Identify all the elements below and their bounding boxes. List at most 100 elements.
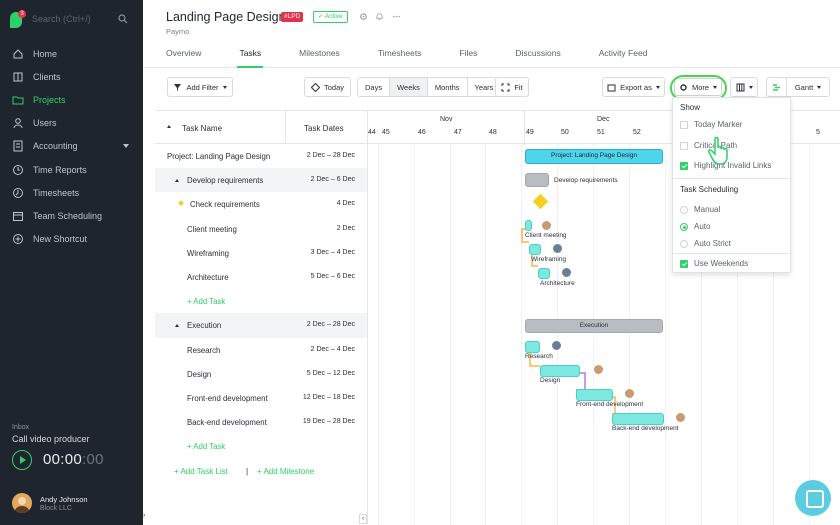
gantt-bar-backend[interactable]: [612, 413, 664, 425]
chat-widget-button[interactable]: [795, 480, 831, 516]
tab-tasks[interactable]: Tasks: [237, 48, 263, 68]
table-row[interactable]: Wireframing 3 Dec – 4 Dec: [155, 241, 367, 265]
gantt-bar-wireframing[interactable]: [529, 244, 541, 255]
gantt-bar-develop[interactable]: [525, 173, 549, 187]
add-filter-button[interactable]: Add Filter: [167, 77, 233, 97]
menu-option-manual[interactable]: Manual: [694, 205, 721, 214]
tab-discussions[interactable]: Discussions: [515, 48, 561, 58]
gantt-bar-research[interactable]: [525, 341, 540, 353]
filter-icon: [174, 83, 182, 91]
table-row[interactable]: Architecture 5 Dec – 6 Dec: [155, 265, 367, 289]
collapse-all-icon[interactable]: [167, 125, 171, 128]
gantt-bar-project[interactable]: Project: Landing Page Design: [525, 149, 663, 164]
sidebar-item-timesheets[interactable]: Timesheets: [0, 181, 143, 204]
column-header-name[interactable]: Task Name: [182, 124, 223, 133]
scale-weeks[interactable]: Weeks: [390, 78, 428, 96]
add-task-row[interactable]: + Add Task: [155, 289, 367, 313]
table-row-tasklist[interactable]: Develop requirements 2 Dec – 6 Dec: [155, 168, 367, 193]
table-gantt-divider[interactable]: [367, 110, 368, 525]
sidebar-item-clients[interactable]: Clients: [0, 65, 143, 88]
sidebar-item-users[interactable]: Users: [0, 112, 143, 135]
table-row[interactable]: Research 2 Dec – 4 Dec: [155, 338, 367, 362]
scale-months[interactable]: Months: [427, 78, 468, 96]
use-weekends-checkbox[interactable]: [680, 260, 688, 268]
add-milestone-link[interactable]: + Add Milestone: [257, 467, 315, 476]
chevron-down-icon[interactable]: [123, 143, 129, 148]
view-selector[interactable]: Gantt: [786, 77, 830, 97]
menu-option-auto[interactable]: Auto: [694, 222, 711, 231]
export-button[interactable]: Export as: [602, 77, 665, 97]
table-row[interactable]: Back-end development 19 Dec – 28 Dec: [155, 410, 367, 434]
tab-files[interactable]: Files: [459, 48, 478, 58]
collapse-icon[interactable]: [175, 324, 179, 328]
table-row[interactable]: Client meeting 2 Dec: [155, 217, 367, 241]
menu-option-today-marker[interactable]: Today Marker: [694, 120, 743, 129]
sidebar-item-team-scheduling[interactable]: Team Scheduling: [0, 204, 143, 227]
search-icon[interactable]: [118, 14, 128, 24]
auto-radio[interactable]: [680, 223, 688, 231]
table-row-project[interactable]: Project: Landing Page Design 2 Dec – 28 …: [155, 144, 367, 168]
table-row-tasklist[interactable]: Execution 2 Dec – 28 Dec: [155, 313, 367, 338]
chevron-down-icon: [655, 85, 660, 89]
tab-activity-feed[interactable]: Activity Feed: [598, 48, 648, 58]
table-row[interactable]: Design 5 Dec – 12 Dec: [155, 362, 367, 386]
sidebar-item-new-shortcut[interactable]: New Shortcut: [0, 228, 143, 251]
gantt-bar-execution[interactable]: Execution: [525, 319, 663, 333]
gantt-bar-client-meeting[interactable]: [525, 220, 532, 231]
today-button[interactable]: Today: [304, 77, 351, 97]
highlight-invalid-links-checkbox[interactable]: [680, 162, 688, 170]
month-label: Dec: [597, 116, 610, 123]
menu-divider: [673, 253, 790, 254]
menu-option-auto-strict[interactable]: Auto Strict: [694, 239, 731, 248]
menu-option-use-weekends[interactable]: Use Weekends: [694, 259, 749, 268]
paymo-logo[interactable]: 3: [10, 10, 26, 28]
sidebar-item-projects[interactable]: Projects: [0, 88, 143, 111]
gantt-bar-frontend[interactable]: [576, 389, 613, 401]
status-badge[interactable]: ✓ Active: [313, 11, 348, 23]
collapse-icon[interactable]: [175, 179, 179, 183]
gear-icon[interactable]: [359, 12, 368, 21]
gantt-bar-architecture[interactable]: [538, 268, 550, 279]
menu-option-highlight-invalid-links[interactable]: Highlight Invalid Links: [694, 161, 772, 170]
add-task-link[interactable]: + Add Task: [187, 297, 226, 307]
sidebar-item-label: Clients: [33, 71, 61, 82]
assignee-avatar: [561, 267, 572, 278]
user-name: Andy Johnson: [40, 495, 88, 504]
scale-years[interactable]: Years: [467, 78, 501, 96]
table-row[interactable]: Front-end development 12 Dec – 18 Dec: [155, 386, 367, 410]
sidebar-item-time-reports[interactable]: Time Reports: [0, 158, 143, 181]
client-name[interactable]: Paymo: [166, 27, 190, 36]
add-task-row[interactable]: + Add Task: [155, 434, 367, 458]
scale-days[interactable]: Days: [358, 78, 391, 96]
columns-button[interactable]: [730, 77, 758, 97]
today-marker-checkbox[interactable]: [680, 121, 688, 129]
add-task-list-link[interactable]: + Add Task List: [174, 467, 228, 476]
sidebar-item-accounting[interactable]: Accounting: [0, 135, 143, 158]
chevron-down-icon: [748, 85, 753, 89]
task-dates: 4 Dec: [336, 200, 355, 208]
gantt-bar-design[interactable]: [540, 365, 580, 377]
play-timer-button[interactable]: [12, 450, 32, 470]
scroll-right-icon[interactable]: ›: [143, 512, 146, 519]
task-dates: 5 Dec – 6 Dec: [310, 272, 355, 280]
column-header-dates[interactable]: Task Dates: [304, 124, 344, 133]
tab-overview[interactable]: Overview: [166, 48, 202, 58]
inbox-task[interactable]: Call video producer: [12, 434, 90, 444]
fit-button[interactable]: Fit: [495, 77, 529, 97]
gantt-view-icon-button[interactable]: [766, 77, 786, 97]
sidebar-item-label: Accounting: [33, 141, 78, 152]
bell-icon[interactable]: [375, 12, 384, 21]
sidebar-item-home[interactable]: Home: [0, 42, 143, 65]
column-divider[interactable]: [285, 111, 286, 143]
add-task-link[interactable]: + Add Task: [187, 442, 226, 452]
search-input[interactable]: Search (Ctrl+/): [32, 14, 91, 24]
auto-strict-radio[interactable]: [680, 240, 688, 248]
tab-milestones[interactable]: Milestones: [299, 48, 340, 58]
critical-path-checkbox[interactable]: [680, 142, 688, 150]
table-row[interactable]: ★ Check requirements 4 Dec: [155, 192, 367, 216]
tab-timesheets[interactable]: Timesheets: [377, 48, 422, 58]
table-header: Task Name Task Dates: [155, 110, 367, 144]
scroll-left-icon[interactable]: ‹: [359, 514, 367, 524]
more-dots-icon[interactable]: [392, 12, 401, 21]
manual-radio[interactable]: [680, 206, 688, 214]
